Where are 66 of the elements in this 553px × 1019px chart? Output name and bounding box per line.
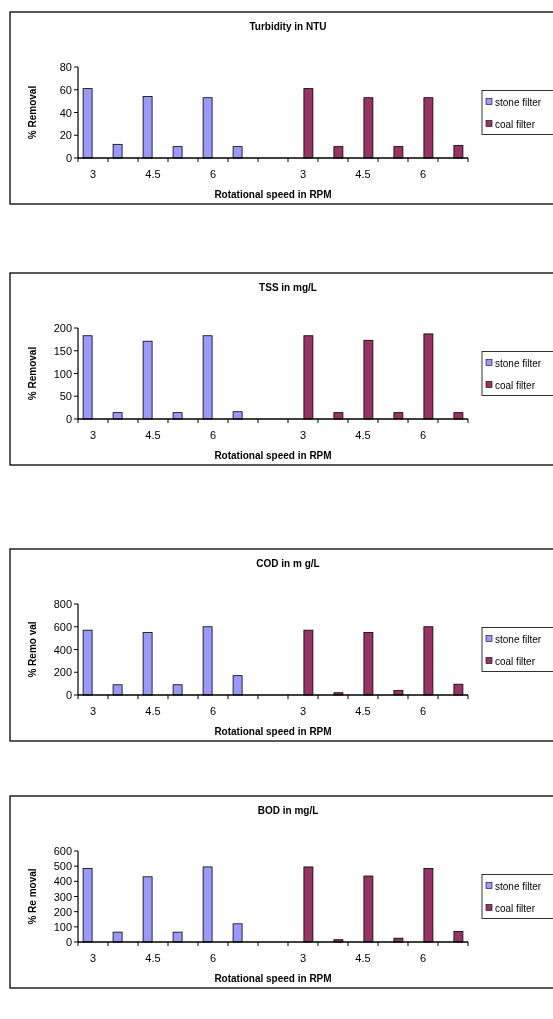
x-tick-label: 4.5 xyxy=(355,168,371,180)
y-tick-label: 200 xyxy=(53,905,72,918)
y-tick-label: 0 xyxy=(65,689,72,701)
y-tick-label: 600 xyxy=(53,845,72,857)
x-tick-label: 4.5 xyxy=(145,705,161,717)
x-axis-title: Rotational speed in RPM xyxy=(214,189,332,200)
x-tick-label: 6 xyxy=(209,705,217,717)
legend-label: stone filter xyxy=(495,96,542,108)
y-tick-label: 600 xyxy=(53,620,72,633)
chart-title: BOD in mg/L xyxy=(257,805,319,816)
legend-label: stone filter xyxy=(495,633,542,645)
y-tick-label: 400 xyxy=(53,875,72,888)
y-tick-label: 100 xyxy=(53,920,72,933)
x-tick-label: 6 xyxy=(419,705,427,717)
y-tick-label: 150 xyxy=(53,344,72,357)
y-tick-label: 300 xyxy=(53,890,72,903)
y-tick-label: 0 xyxy=(65,413,72,425)
x-tick-label: 3 xyxy=(299,168,307,180)
x-tick-label: 4.5 xyxy=(355,429,371,441)
x-axis-title: Rotational speed in RPM xyxy=(214,450,332,461)
y-tick-label: 0 xyxy=(65,936,72,948)
y-tick-label: 100 xyxy=(53,367,72,380)
x-tick-label: 6 xyxy=(419,952,427,964)
legend-label: coal filter xyxy=(495,902,536,914)
legend-label: coal filter xyxy=(495,655,536,667)
x-tick-label: 4.5 xyxy=(145,952,161,964)
y-tick-label: 20 xyxy=(59,129,72,142)
y-tick-label: 800 xyxy=(53,598,72,610)
x-tick-label: 3 xyxy=(89,952,97,964)
x-tick-label: 6 xyxy=(209,952,217,964)
x-axis-title: Rotational speed in RPM xyxy=(214,973,332,984)
y-tick-label: 50 xyxy=(59,390,72,403)
y-tick-label: 0 xyxy=(65,152,72,164)
x-tick-label: 3 xyxy=(89,168,97,180)
y-tick-label: 40 xyxy=(59,106,72,119)
y-tick-label: 400 xyxy=(53,643,72,656)
x-tick-label: 3 xyxy=(89,705,97,717)
legend-label: stone filter xyxy=(495,357,542,369)
y-tick-label: 200 xyxy=(53,666,72,679)
chart-title: COD in m g/L xyxy=(256,558,320,569)
x-tick-label: 6 xyxy=(419,429,427,441)
y-tick-label: 500 xyxy=(53,860,72,873)
y-tick-label: 80 xyxy=(59,61,72,73)
x-tick-label: 3 xyxy=(89,429,97,441)
x-tick-label: 6 xyxy=(209,168,217,180)
x-axis-title: Rotational speed in RPM xyxy=(214,726,332,737)
legend-label: coal filter xyxy=(495,379,536,391)
y-tick-label: 60 xyxy=(59,83,72,96)
x-tick-label: 4.5 xyxy=(145,168,161,180)
x-tick-label: 4.5 xyxy=(355,705,371,717)
x-tick-label: 6 xyxy=(419,168,427,180)
x-tick-label: 3 xyxy=(299,429,307,441)
y-axis-title: % Remo val xyxy=(27,621,38,678)
legend-label: stone filter xyxy=(495,880,542,892)
y-axis-title: % Re moval xyxy=(27,868,38,925)
chart-title: TSS in mg/L xyxy=(259,282,317,293)
y-tick-label: 200 xyxy=(53,322,72,334)
x-tick-label: 6 xyxy=(209,429,217,441)
chart-title: Turbidity in NTU xyxy=(249,21,327,32)
y-axis-title: % Removal xyxy=(27,346,38,401)
x-tick-label: 4.5 xyxy=(355,952,371,964)
x-tick-label: 3 xyxy=(299,952,307,964)
x-tick-label: 3 xyxy=(299,705,307,717)
x-tick-label: 4.5 xyxy=(145,429,161,441)
y-axis-title: % Removal xyxy=(27,85,38,140)
legend-label: coal filter xyxy=(495,118,536,130)
